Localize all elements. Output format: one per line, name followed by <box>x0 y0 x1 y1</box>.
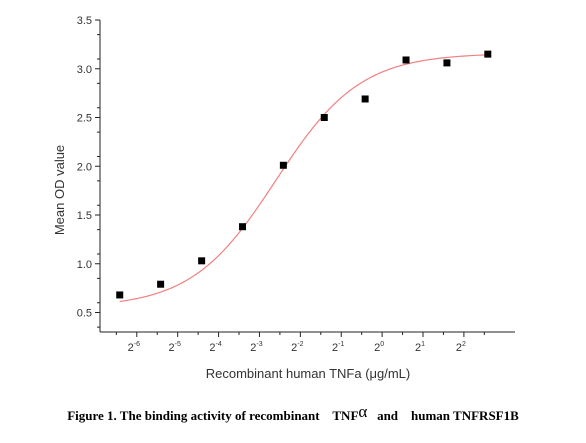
x-tick-base: 2 <box>374 342 380 354</box>
data-point <box>116 291 124 299</box>
x-tick-base: 2 <box>128 342 134 354</box>
y-tick-label: 3.0 <box>77 64 92 76</box>
data-point <box>279 161 287 169</box>
x-tick-exponent: -2 <box>297 341 303 348</box>
x-tick-exponent: -1 <box>338 341 344 348</box>
x-tick-exponent: -4 <box>216 341 222 348</box>
y-tick-label: 0.5 <box>77 308 92 320</box>
x-tick-base: 2 <box>169 342 175 354</box>
caption-text-2: and human TNFRSF1B <box>367 408 519 423</box>
data-point <box>402 56 410 64</box>
x-tick-label: 2-6 <box>128 341 140 354</box>
x-tick-label: 2-1 <box>332 341 344 354</box>
x-tick-base: 2 <box>456 342 462 354</box>
data-point <box>320 114 328 121</box>
x-tick-exponent: 1 <box>421 341 425 348</box>
y-tick-label: 1.0 <box>77 259 92 271</box>
data-point <box>484 50 492 58</box>
x-axis-label: Recombinant human TNFa (μg/mL) <box>206 366 411 381</box>
x-tick-base: 2 <box>415 342 421 354</box>
y-ticks: 0.5 1.0 1.5 2.0 2.5 3.0 3.5 <box>77 15 100 328</box>
x-ticks: 2-6 2-5 2-4 2-3 2-2 2-1 20 21 22 <box>115 332 485 354</box>
x-tick-label: 2-4 <box>209 341 221 354</box>
data-point <box>361 95 369 103</box>
x-tick-exponent: -3 <box>256 341 262 348</box>
data-point <box>157 280 165 288</box>
x-tick-label: 22 <box>456 341 466 354</box>
y-tick-label: 3.5 <box>77 15 92 27</box>
y-tick-label: 1.5 <box>77 210 92 222</box>
x-tick-base: 2 <box>250 342 256 354</box>
caption-alpha: α <box>358 402 368 421</box>
caption-text-1: Figure 1. The binding activity of recomb… <box>67 408 359 423</box>
x-tick-exponent: -6 <box>134 341 140 348</box>
x-tick-label: 21 <box>415 341 425 354</box>
data-points <box>116 50 492 299</box>
figure-caption: Figure 1. The binding activity of recomb… <box>0 402 586 425</box>
x-tick-base: 2 <box>209 342 215 354</box>
x-tick-exponent: 0 <box>380 341 384 348</box>
y-tick-label: 2.0 <box>77 161 92 173</box>
x-tick-base: 2 <box>291 342 297 354</box>
x-tick-exponent: -5 <box>175 341 181 348</box>
data-point <box>443 59 451 67</box>
plot-frame <box>99 20 515 333</box>
y-tick-label: 2.5 <box>77 113 92 125</box>
x-tick-label: 20 <box>374 341 384 354</box>
x-tick-base: 2 <box>332 342 338 354</box>
x-tick-exponent: 2 <box>462 341 466 348</box>
data-point <box>198 257 206 265</box>
x-tick-label: 2-3 <box>250 341 262 354</box>
data-point <box>239 223 247 231</box>
fit-curve <box>119 54 488 303</box>
x-tick-label: 2-2 <box>291 341 303 354</box>
y-axis-label: Mean OD value <box>52 145 67 235</box>
x-tick-label: 2-5 <box>169 341 181 354</box>
